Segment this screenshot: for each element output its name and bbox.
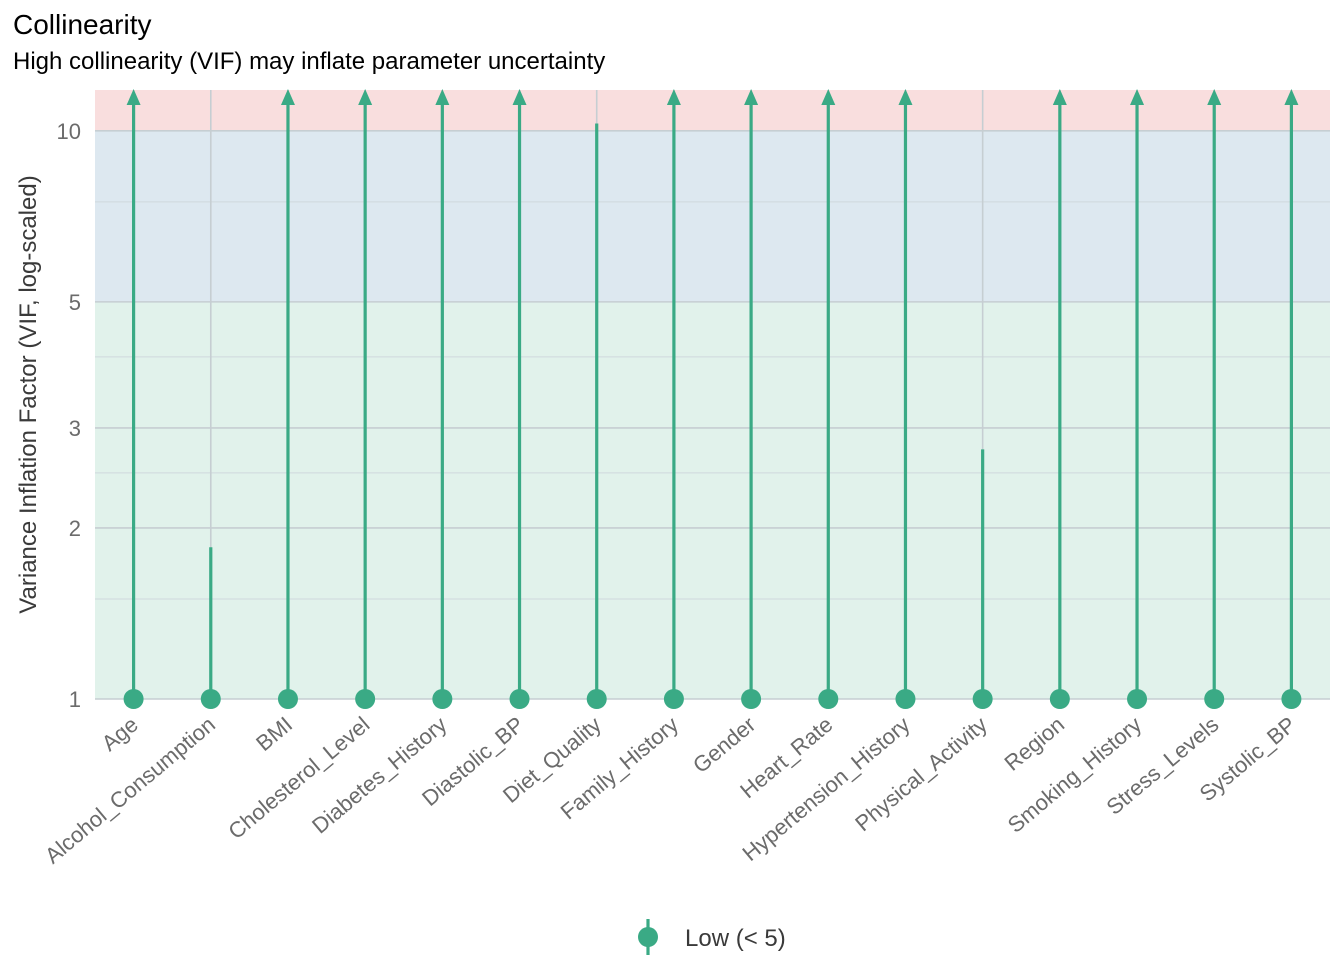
x-tick-label: Diabetes_History xyxy=(307,712,451,839)
lollipop-point xyxy=(200,689,221,709)
overflow-arrow xyxy=(1284,89,1299,105)
lollipop-point xyxy=(355,689,376,709)
lollipop-point xyxy=(818,689,839,709)
y-tick-label: 5 xyxy=(69,290,81,315)
lollipop-point xyxy=(741,689,762,709)
lollipop-point xyxy=(123,689,144,709)
overflow-arrow xyxy=(744,89,759,105)
zone-low xyxy=(95,301,1330,699)
lollipop-point xyxy=(586,689,607,709)
lollipop-point xyxy=(1127,689,1148,709)
x-tick-label: Age xyxy=(97,712,143,756)
x-tick-label: BMI xyxy=(251,712,297,756)
overflow-arrow xyxy=(358,89,373,105)
x-tick-label: Region xyxy=(1000,712,1069,776)
overflow-arrow xyxy=(898,89,913,105)
overflow-arrow xyxy=(1130,89,1145,105)
lollipop-point xyxy=(895,689,916,709)
zone-high xyxy=(95,90,1330,131)
lollipop-point xyxy=(1281,689,1302,709)
overflow-arrow xyxy=(512,89,527,105)
lollipop-point xyxy=(277,689,298,709)
overflow-arrow xyxy=(666,89,681,105)
x-tick-label: Smoking_History xyxy=(1003,712,1146,838)
chart-title: Collinearity xyxy=(13,9,152,40)
overflow-arrow xyxy=(1207,89,1222,105)
y-tick-label: 1 xyxy=(69,687,81,712)
y-tick-label: 3 xyxy=(69,416,81,441)
y-axis-label: Variance Inflation Factor (VIF, log-scal… xyxy=(15,175,42,613)
lollipop-point xyxy=(432,689,453,709)
overflow-arrow xyxy=(435,89,450,105)
x-tick-label: Physical_Activity xyxy=(850,712,992,836)
x-tick-label: Gender xyxy=(688,712,760,778)
lollipop-point xyxy=(1204,689,1225,709)
chart-subtitle: High collinearity (VIF) may inflate para… xyxy=(13,48,606,75)
zone-moderate xyxy=(95,130,1330,302)
y-tick-label: 10 xyxy=(57,119,81,144)
lollipop-point xyxy=(663,689,684,709)
lollipop-point xyxy=(1049,689,1070,709)
overflow-arrow xyxy=(1052,89,1067,105)
legend-key-point xyxy=(638,927,658,947)
legend-label: Low (< 5) xyxy=(685,925,786,952)
lollipop-point xyxy=(509,689,530,709)
lollipop-point xyxy=(972,689,993,709)
overflow-arrow xyxy=(821,89,836,105)
overflow-arrow xyxy=(126,89,141,105)
overflow-arrow xyxy=(280,89,295,105)
y-tick-label: 2 xyxy=(69,516,81,541)
x-tick-label: Cholesterol_Level xyxy=(223,712,374,844)
